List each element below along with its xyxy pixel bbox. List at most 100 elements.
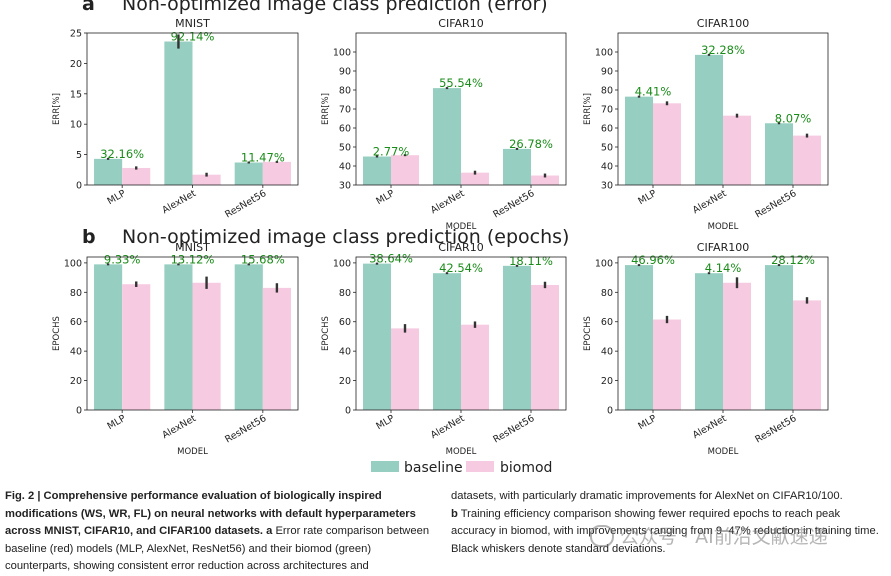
legend-swatch-baseline [371, 461, 399, 472]
y-axis-label: ERR[%] [52, 93, 62, 125]
legend: baseline biomod [371, 460, 552, 476]
x-tick-label-resnet56: ResNet56 [223, 188, 268, 220]
caption-panel-b-text: Training efficiency comparison showing f… [451, 507, 879, 555]
bar-baseline-alexnet [695, 54, 723, 185]
bar-biomod-mlp [122, 284, 151, 410]
y-tick-label: 15 [70, 89, 82, 100]
y-tick-label: 30 [601, 181, 613, 192]
caption-panel-b-letter: b [451, 507, 458, 520]
bar-biomod-resnet56 [531, 284, 559, 410]
improvement-label-mlp: 32.16% [100, 147, 144, 161]
caption-title: Fig. 2 | Comprehensive performance evalu… [5, 490, 416, 537]
y-tick-label: 0 [76, 406, 82, 417]
x-tick-label-mlp: MLP [106, 413, 128, 432]
x-tick-label-alexnet: AlexNet [160, 413, 198, 441]
bar-biomod-resnet56 [793, 135, 821, 185]
y-tick-label: 100 [333, 48, 351, 59]
bar-baseline-mlp [363, 156, 391, 185]
x-tick-label-resnet56: ResNet56 [753, 413, 798, 445]
bar-baseline-mlp [625, 96, 653, 185]
improvement-label-resnet56: 8.07% [775, 111, 812, 125]
x-tick-label-alexnet: AlexNet [429, 413, 467, 441]
bar-biomod-alexnet [461, 172, 489, 185]
axes-frame [617, 256, 829, 411]
y-tick-label: 50 [601, 143, 613, 154]
caption-right-column: datasets, with particularly dramatic imp… [451, 488, 883, 558]
y-tick-label: 30 [339, 181, 351, 192]
bar-baseline-alexnet [433, 88, 461, 185]
bar-biomod-mlp [653, 319, 681, 410]
x-tick-label-resnet56: ResNet56 [491, 188, 536, 220]
panel-title-a: Non-optimized image class prediction (er… [122, 0, 548, 15]
y-tick-label: 60 [339, 124, 351, 135]
y-tick-label: 80 [601, 288, 613, 299]
panel-letter-a: a [82, 0, 95, 15]
y-tick-label: 50 [339, 143, 351, 154]
x-tick-label-mlp: MLP [636, 413, 658, 432]
x-tick-label-resnet56: ResNet56 [223, 413, 268, 445]
y-tick-label: 60 [339, 317, 351, 328]
improvement-label-alexnet: 4.14% [705, 261, 742, 275]
subplot-title: CIFAR100 [697, 17, 749, 30]
x-tick-label-mlp: MLP [374, 413, 396, 432]
y-tick-label: 90 [601, 67, 613, 78]
bar-baseline-mlp [94, 158, 123, 185]
legend-label-biomod: biomod [500, 460, 552, 476]
chart-mnist-error: 32.16% MLP 92.14% AlexNet 11.47% ResNet56 0 5 10… [52, 17, 299, 220]
y-tick-label: 60 [601, 317, 613, 328]
axes-frame [86, 256, 299, 411]
improvement-label-alexnet: 42.54% [439, 261, 483, 275]
bar-biomod-mlp [391, 328, 419, 410]
y-tick-label: 100 [333, 258, 351, 269]
legend-label-baseline: baseline [404, 460, 463, 476]
subplot-title: CIFAR100 [697, 241, 749, 254]
bar-baseline-resnet56 [234, 162, 263, 185]
x-tick-label-alexnet: AlexNet [691, 188, 729, 216]
panel-letter-b: b [82, 226, 96, 248]
axes-frame [355, 256, 567, 411]
legend-swatch-biomod [466, 461, 494, 472]
bar-biomod-alexnet [192, 282, 221, 410]
improvement-label-mlp: 46.96% [631, 253, 675, 267]
bar-baseline-resnet56 [503, 265, 531, 410]
y-tick-label: 0 [345, 406, 351, 417]
improvement-label-resnet56: 15.68% [241, 252, 285, 266]
x-axis-label: MODEL [446, 222, 477, 232]
watermark-text: 公众号 · AI前沿文献速递 [620, 526, 828, 548]
improvement-label-mlp: 4.41% [635, 85, 672, 99]
improvement-label-resnet56: 26.78% [509, 137, 553, 151]
bar-baseline-mlp [94, 264, 123, 410]
panel-title-b: Non-optimized image class prediction (ep… [122, 226, 569, 248]
improvement-label-resnet56: 28.12% [771, 253, 815, 267]
bar-baseline-alexnet [164, 41, 193, 186]
improvement-label-mlp: 9.33% [104, 252, 141, 266]
y-tick-label: 40 [601, 162, 613, 173]
x-tick-label-resnet56: ResNet56 [753, 188, 798, 220]
subplot-title: CIFAR10 [438, 17, 483, 30]
x-tick-label-alexnet: AlexNet [429, 188, 467, 216]
y-tick-label: 70 [339, 105, 351, 116]
chart-cifar100-error: 4.41% MLP 32.28% AlexNet 8.07% ResNet56 30 40 50… [583, 17, 829, 232]
bar-biomod-alexnet [192, 174, 221, 185]
bar-biomod-mlp [122, 167, 151, 185]
y-tick-label: 20 [70, 376, 82, 387]
caption-left-column: Fig. 2 | Comprehensive performance evalu… [5, 488, 435, 576]
x-axis-label: MODEL [708, 447, 739, 457]
y-axis-label: EPOCHS [583, 316, 593, 351]
y-tick-label: 80 [601, 86, 613, 97]
bar-biomod-resnet56 [262, 287, 291, 410]
y-tick-label: 25 [70, 29, 82, 40]
improvement-label-resnet56: 11.47% [241, 151, 285, 165]
y-tick-label: 20 [601, 376, 613, 387]
bar-biomod-resnet56 [531, 175, 559, 185]
improvement-label-alexnet: 92.14% [171, 30, 215, 44]
bar-biomod-alexnet [723, 282, 751, 410]
y-tick-label: 20 [70, 59, 82, 70]
y-tick-label: 40 [601, 347, 613, 358]
improvement-label-mlp: 38.64% [369, 252, 413, 266]
y-tick-label: 100 [64, 258, 82, 269]
y-tick-label: 40 [339, 347, 351, 358]
x-axis-label: MODEL [446, 447, 477, 457]
watermark: 公众号 · AI前沿文献速递 [590, 522, 880, 548]
subplot-title: MNIST [175, 241, 210, 254]
